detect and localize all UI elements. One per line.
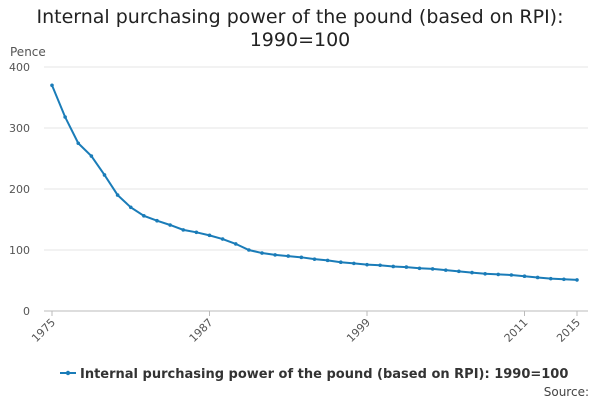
data-point xyxy=(286,254,291,258)
data-point xyxy=(457,269,461,274)
data-point xyxy=(233,242,238,246)
x-tick-label: 1999 xyxy=(344,316,373,345)
data-point xyxy=(76,141,81,146)
data-point xyxy=(260,251,264,255)
data-point xyxy=(299,255,304,260)
data-point xyxy=(128,205,133,210)
data-point xyxy=(404,265,409,269)
x-tick-label: 2011 xyxy=(502,316,531,345)
x-tick-label: 1987 xyxy=(187,316,216,345)
data-point xyxy=(207,233,212,238)
data-point xyxy=(312,257,317,261)
data-point xyxy=(194,230,199,235)
data-point xyxy=(430,267,435,271)
data-point xyxy=(338,260,343,265)
data-point xyxy=(522,274,527,279)
data-point xyxy=(247,248,251,252)
data-point xyxy=(50,83,54,88)
data-point xyxy=(102,173,107,177)
data-point xyxy=(483,271,487,276)
data-point xyxy=(470,270,474,275)
legend-label: Internal purchasing power of the pound (… xyxy=(80,367,568,382)
x-tick-label: 2015 xyxy=(554,316,583,345)
chart-title: Internal purchasing power of the pound (… xyxy=(36,6,564,51)
data-point xyxy=(509,273,514,277)
x-tick-label: 1975 xyxy=(29,316,58,345)
source-label: Source: xyxy=(544,385,589,399)
data-point xyxy=(562,277,566,282)
data-point xyxy=(378,263,382,268)
data-point xyxy=(115,193,120,197)
data-point xyxy=(325,258,330,263)
data-point xyxy=(181,228,186,232)
data-point xyxy=(443,268,448,272)
y-axis-label: Pence xyxy=(10,45,46,59)
series-line xyxy=(51,84,578,281)
data-point xyxy=(365,262,369,267)
y-tick-label: 400 xyxy=(9,61,30,74)
data-point xyxy=(391,264,396,269)
data-point xyxy=(155,218,159,223)
data-point xyxy=(352,261,356,266)
data-point xyxy=(496,272,501,277)
data-point xyxy=(89,154,94,158)
data-point xyxy=(142,214,146,218)
y-tick-label: 100 xyxy=(9,244,30,257)
legend-marker xyxy=(65,370,71,376)
data-point xyxy=(548,276,553,281)
y-tick-label: 200 xyxy=(9,183,30,196)
data-point xyxy=(168,223,172,227)
data-point xyxy=(63,115,67,119)
data-point xyxy=(273,253,277,257)
y-tick-label: 300 xyxy=(9,122,30,135)
y-tick-label: 0 xyxy=(23,305,30,318)
data-point xyxy=(220,237,225,241)
data-point xyxy=(535,275,540,280)
data-point xyxy=(417,266,422,271)
data-point xyxy=(575,278,579,282)
